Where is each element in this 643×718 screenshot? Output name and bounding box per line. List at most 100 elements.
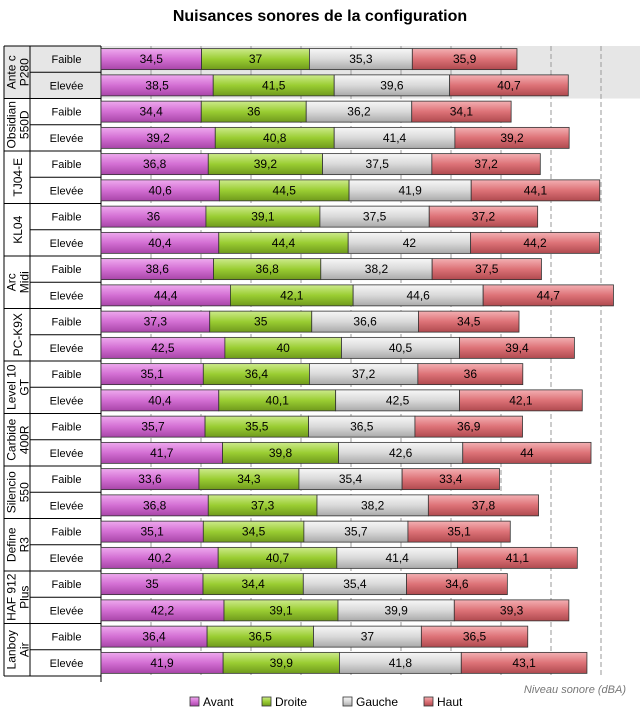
bar-segment-haut: [414, 415, 523, 438]
group-label: LanboyAir: [5, 630, 32, 669]
data-label: 33,4: [439, 472, 463, 486]
data-label: 35,1: [447, 525, 471, 539]
row-label: Faible: [52, 422, 82, 434]
row-label: Elevée: [50, 133, 84, 145]
data-label: 36,8: [143, 498, 167, 512]
row-label: Elevée: [50, 343, 84, 355]
bar-segment-haut: [453, 599, 570, 622]
row-label: Elevée: [50, 238, 84, 250]
data-label: 39,1: [251, 210, 275, 224]
data-label: 34,6: [445, 577, 469, 591]
data-label: 39,8: [269, 446, 293, 460]
data-label: 40,5: [389, 341, 413, 355]
data-label: 34,1: [450, 105, 474, 119]
data-label: 34,5: [457, 315, 481, 329]
data-label: 35: [145, 577, 159, 591]
data-label: 44,1: [524, 183, 548, 197]
data-label: 39,9: [270, 656, 294, 670]
data-label: 37,3: [251, 498, 275, 512]
row-label: Elevée: [50, 80, 84, 92]
data-label: 36: [247, 105, 261, 119]
data-label: 35,5: [245, 420, 269, 434]
row-label: Faible: [52, 317, 82, 329]
data-label: 41,4: [385, 551, 409, 565]
group-label: DefineR3: [5, 527, 32, 562]
data-label: 36,8: [143, 157, 167, 171]
data-label: 42,5: [386, 393, 410, 407]
row-label: Faible: [52, 212, 82, 224]
bar-segment-haut: [459, 389, 583, 412]
data-label: 37,5: [366, 157, 390, 171]
data-label: 37,3: [144, 315, 168, 329]
bar-segment-haut: [457, 546, 578, 569]
data-label: 36,5: [463, 630, 487, 644]
row-label: Faible: [52, 632, 82, 644]
data-label: 36,5: [249, 630, 273, 644]
legend-swatch-haut: [423, 696, 434, 707]
data-label: 41,4: [383, 131, 407, 145]
data-label: 35,1: [140, 367, 164, 381]
data-label: 40,2: [148, 551, 172, 565]
row-label: Elevée: [50, 658, 84, 670]
legend-swatch-avant: [189, 696, 200, 707]
data-label: 35,3: [349, 52, 373, 66]
data-label: 39,2: [146, 131, 170, 145]
group-label: ArcMidi: [5, 271, 32, 293]
data-label: 35,9: [453, 52, 477, 66]
data-label: 39,2: [254, 157, 278, 171]
data-label: 39,1: [269, 603, 293, 617]
data-label: 37,8: [472, 498, 496, 512]
data-label: 39,6: [380, 78, 404, 92]
bar-segment-haut: [459, 336, 575, 359]
row-label: Faible: [52, 474, 82, 486]
data-label: 38,5: [145, 78, 169, 92]
data-label: 38,6: [146, 262, 170, 276]
bar-segment-haut: [460, 651, 588, 674]
legend-swatch-gauche: [342, 696, 353, 707]
data-label: 40,4: [148, 236, 172, 250]
data-label: 34,4: [241, 577, 265, 591]
data-label: 35,4: [339, 472, 363, 486]
bar-segment-haut: [406, 573, 508, 596]
data-label: 44,4: [154, 288, 178, 302]
data-label: 39,2: [500, 131, 524, 145]
data-label: 42,5: [151, 341, 175, 355]
row-label: Faible: [52, 107, 82, 119]
data-label: 42,1: [509, 393, 533, 407]
bar-segment-haut: [431, 258, 542, 281]
bar-segment-haut: [417, 363, 524, 386]
bar-segment-haut: [407, 520, 511, 543]
group-label: HAF 912Plus: [5, 573, 32, 621]
data-label: 34,4: [139, 105, 163, 119]
legend-label: Gauche: [356, 695, 398, 709]
legend-label: Haut: [437, 695, 463, 709]
data-label: 40,7: [266, 551, 290, 565]
data-label: 44,2: [523, 236, 547, 250]
data-label: 34,3: [237, 472, 261, 486]
data-label: 37,5: [363, 210, 387, 224]
data-label: 42: [403, 236, 417, 250]
chart-title: Nuisances sonores de la configuration: [173, 8, 467, 25]
group-label: TJ04-E: [11, 158, 25, 197]
data-label: 36,4: [142, 630, 166, 644]
bar-segment-haut: [470, 179, 601, 202]
data-label: 36: [147, 210, 161, 224]
group-label: Level 10GT: [5, 364, 32, 410]
data-label: 40,4: [148, 393, 172, 407]
row-label: Elevée: [50, 448, 84, 460]
data-label: 44,6: [406, 288, 430, 302]
row-label: Elevée: [50, 605, 84, 617]
data-label: 37: [361, 630, 375, 644]
data-label: 37,2: [474, 157, 498, 171]
bar-segment-haut: [420, 625, 529, 648]
bar-segment-haut: [428, 205, 539, 228]
group-label: Ante cP280: [5, 55, 32, 89]
data-label: 36,5: [350, 420, 374, 434]
data-label: 40,8: [263, 131, 287, 145]
bar-segment-haut: [427, 494, 539, 517]
group-label: Silencio550: [5, 471, 32, 513]
data-label: 41,9: [398, 183, 422, 197]
data-label: 38,2: [365, 262, 389, 276]
data-label: 35,4: [343, 577, 367, 591]
data-label: 36,6: [353, 315, 377, 329]
